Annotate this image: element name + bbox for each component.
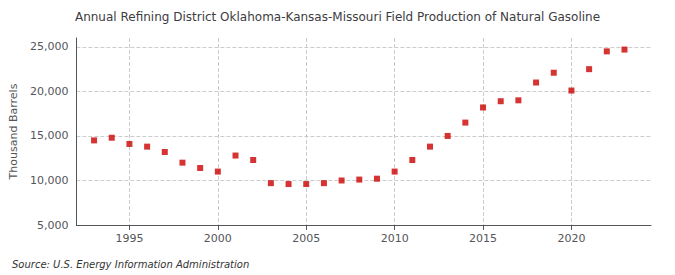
svg-text:1995: 1995 (115, 232, 143, 245)
svg-text:2010: 2010 (381, 232, 409, 245)
svg-text:15,000: 15,000 (30, 129, 69, 142)
svg-text:20,000: 20,000 (30, 85, 69, 98)
svg-text:5,000: 5,000 (37, 219, 69, 232)
svg-text:2000: 2000 (204, 232, 232, 245)
svg-text:25,000: 25,000 (30, 40, 69, 53)
svg-text:2020: 2020 (557, 232, 585, 245)
svg-text:Source: U.S. Energy Informatio: Source: U.S. Energy Information Administ… (12, 259, 249, 270)
svg-text:10,000: 10,000 (30, 174, 69, 187)
svg-text:Thousand Barrels: Thousand Barrels (7, 83, 20, 180)
svg-text:Annual Refining District Oklah: Annual Refining District Oklahoma-Kansas… (75, 10, 600, 24)
svg-text:2015: 2015 (469, 232, 497, 245)
svg-text:2005: 2005 (292, 232, 320, 245)
